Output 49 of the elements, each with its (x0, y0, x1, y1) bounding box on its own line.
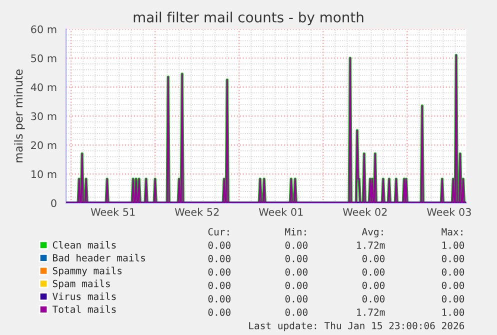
y-tick-label: 50 m (31, 54, 56, 62)
text: 0.00 (208, 308, 230, 316)
legend-label: Virus mails (52, 292, 116, 300)
text: Cur: (208, 228, 229, 236)
y-axis-title: mails per minute (14, 70, 25, 162)
legend-label: Spam mails (52, 280, 110, 290)
legend-label: Bad header mails (53, 254, 145, 262)
x-tick-label: Week 51 (90, 208, 135, 216)
text: 0.00 (208, 254, 230, 262)
text: 0.00 (442, 268, 464, 276)
chart-title: mail filter mail counts - by month (134, 12, 364, 26)
text: Max: (442, 228, 462, 236)
text: 0.00 (285, 282, 308, 290)
y-tick-label: 60 m (31, 25, 56, 34)
text: 0.00 (208, 268, 230, 276)
text: 0.00 (285, 268, 308, 276)
text: 0.00 (208, 242, 230, 249)
x-tick-label: Week 03 (426, 208, 471, 216)
x-tick-label: Week 52 (174, 208, 219, 216)
y-tick-label: 40 m (30, 83, 56, 92)
text: 1.72m (357, 242, 385, 249)
text: 0.00 (362, 295, 385, 302)
y-tick-label: 10 m (32, 170, 56, 178)
text: 0.00 (362, 254, 385, 262)
y-tick-label: 20 m (31, 141, 56, 150)
text: 0.00 (285, 242, 308, 249)
text: 0.00 (285, 254, 308, 262)
text: 1.00 (442, 242, 464, 249)
y-tick-label: 30 m (31, 112, 56, 120)
text: 0.00 (285, 308, 308, 316)
text: 0.00 (208, 282, 230, 290)
text: 0.00 (442, 295, 464, 302)
text: 0.00 (208, 295, 230, 302)
y-tick-label: 0 (51, 199, 56, 208)
text: Avg: (362, 228, 383, 238)
text: Last update: Thu Jan 15 23:00:06 2026 (249, 322, 464, 332)
legend-label: Total mails (52, 305, 116, 313)
x-tick-label: Week 02 (342, 208, 387, 216)
legend-label: Clean mails (52, 241, 116, 249)
x-tick-label: Week 01 (258, 208, 303, 216)
text: 0.00 (442, 282, 464, 290)
text: 0.00 (442, 254, 464, 262)
text: 1.72m (357, 308, 385, 316)
text: 0.00 (362, 282, 385, 290)
text: 1.00 (442, 308, 464, 316)
text: 0.00 (285, 295, 308, 302)
text: 0.00 (362, 268, 385, 276)
legend-label: Spammy mails (52, 266, 122, 276)
text: Min: (285, 228, 306, 236)
